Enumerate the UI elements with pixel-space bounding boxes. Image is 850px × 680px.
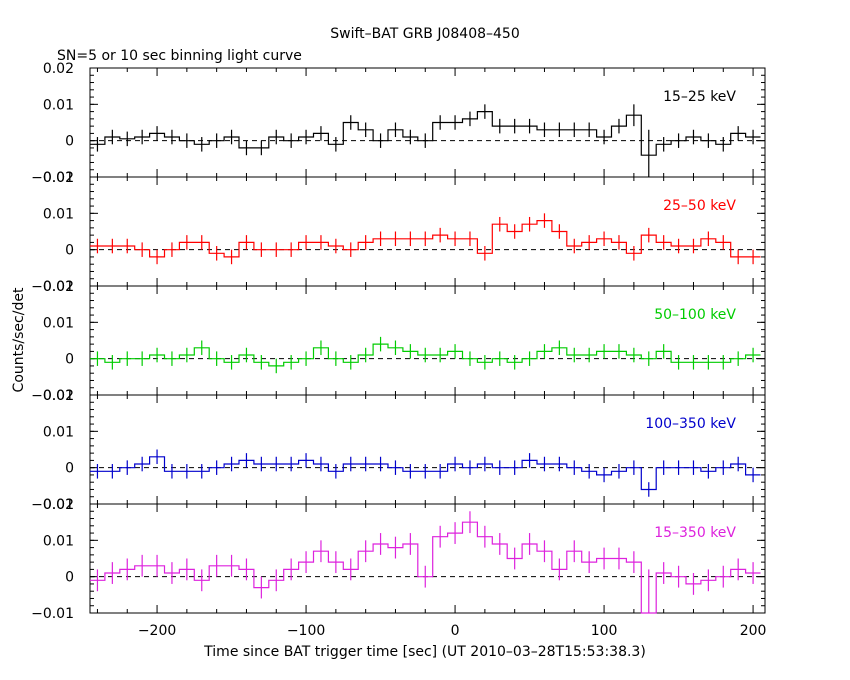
y-tick-label: 0.02 bbox=[43, 279, 74, 295]
band-label: 15–350 keV bbox=[654, 525, 736, 541]
panel: −0.01 0 0.01 0.02 100–350 keV bbox=[31, 388, 766, 513]
y-tick-label: 0.01 bbox=[43, 206, 74, 222]
y-tick-label: −0.01 bbox=[31, 388, 74, 404]
panel-frame bbox=[89, 394, 766, 505]
x-tick-label: 0 bbox=[451, 623, 460, 639]
y-tick-label: −0.01 bbox=[31, 170, 74, 186]
y-tick-label: 0 bbox=[65, 570, 74, 586]
y-axis-label: Counts/sec/det bbox=[11, 287, 27, 392]
y-tick-label: −0.01 bbox=[31, 497, 74, 513]
y-tick-label: 0 bbox=[65, 243, 74, 259]
series-line bbox=[90, 456, 761, 491]
y-tick-label: 0.01 bbox=[43, 533, 74, 549]
x-tick-label: 200 bbox=[740, 623, 767, 639]
panel: −0.01 0 0.01 0.02 25–50 keV bbox=[31, 170, 766, 295]
band-label: 25–50 keV bbox=[663, 198, 736, 214]
band-label: 100–350 keV bbox=[645, 416, 736, 432]
panel-frame bbox=[89, 176, 766, 287]
series-line bbox=[90, 521, 761, 614]
panel: −0.01 0 0.01 0.02 50–100 keV bbox=[31, 279, 766, 404]
chart-subtitle: SN=5 or 10 sec binning light curve bbox=[57, 48, 302, 64]
x-tick-label: −200 bbox=[138, 623, 176, 639]
panel-frame bbox=[89, 503, 766, 614]
band-label: 50–100 keV bbox=[654, 307, 736, 323]
y-tick-label: 0.02 bbox=[43, 388, 74, 404]
x-tick-label: −100 bbox=[287, 623, 325, 639]
series-line bbox=[90, 220, 761, 258]
y-tick-label: 0.01 bbox=[43, 315, 74, 331]
series-line bbox=[90, 343, 761, 367]
y-tick-label: 0.02 bbox=[43, 497, 74, 513]
chart-title: Swift–BAT GRB J08408–450 bbox=[330, 26, 520, 42]
y-tick-label: 0 bbox=[65, 134, 74, 150]
y-tick-label: 0 bbox=[65, 352, 74, 368]
y-tick-label: 0 bbox=[65, 461, 74, 477]
y-tick-label: −0.01 bbox=[31, 279, 74, 295]
series-line bbox=[90, 111, 761, 156]
band-label: 15–25 keV bbox=[663, 89, 736, 105]
y-tick-label: −0.01 bbox=[31, 606, 74, 622]
panel-frame bbox=[89, 285, 766, 396]
y-tick-label: 0.01 bbox=[43, 97, 74, 113]
panels-group: −0.01 0 0.01 0.02 15–25 keV −0.01 0 0.01 0.02 25–… bbox=[31, 61, 766, 639]
y-tick-label: 0.01 bbox=[43, 424, 74, 440]
x-axis-label: Time since BAT trigger time [sec] (UT 20… bbox=[203, 644, 646, 660]
panel-frame bbox=[89, 67, 766, 178]
x-tick-label: 100 bbox=[591, 623, 618, 639]
y-tick-label: 0.02 bbox=[43, 61, 74, 77]
panel: −0.01 0 0.01 0.02 15–25 keV bbox=[31, 61, 766, 186]
y-tick-label: 0.02 bbox=[43, 170, 74, 186]
panel: −0.01 0 0.01 0.02 15–350 keV −200 −100 0 100 200 bbox=[31, 497, 766, 639]
